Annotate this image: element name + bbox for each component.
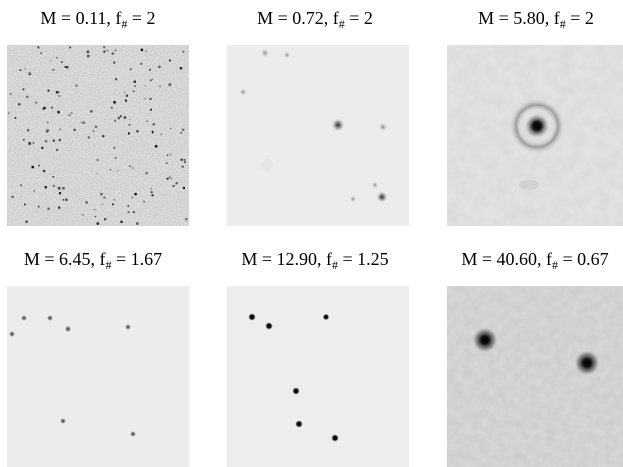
panel-6-image <box>447 286 623 467</box>
panel-2-image <box>227 45 409 226</box>
panel-4-caption: M = 6.45, f# = 1.67 <box>23 249 163 272</box>
panel-5-image <box>227 286 409 467</box>
panel-3-caption: M = 5.80, f# = 2 <box>478 8 594 31</box>
panel-1-image <box>7 45 189 226</box>
panel-5-caption: M = 12.90, f# = 1.25 <box>241 249 389 272</box>
panel-4-image <box>7 286 189 467</box>
panel-6-caption: M = 40.60, f# = 0.67 <box>461 249 609 272</box>
panel-2-caption: M = 0.72, f# = 2 <box>257 8 373 31</box>
panel-1-caption: M = 0.11, f# = 2 <box>40 8 156 31</box>
panel-3-image <box>447 45 623 226</box>
